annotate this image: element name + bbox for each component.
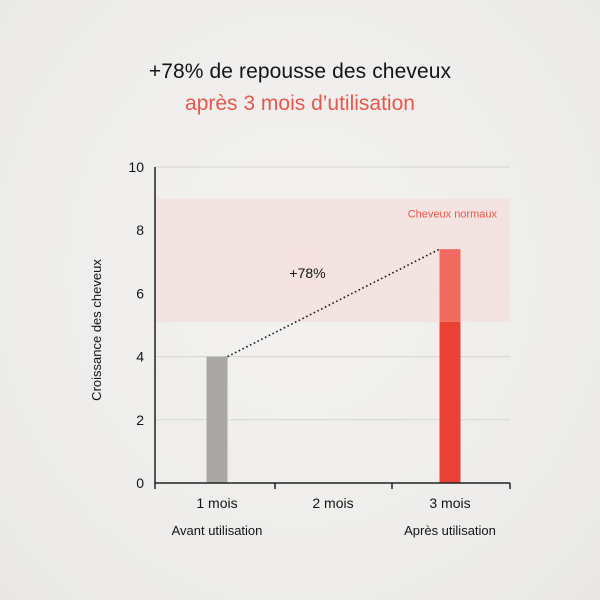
bar-3-mois-upper — [439, 249, 461, 322]
x-sublabel-3-mois: Après utilisation — [404, 523, 496, 538]
x-sublabel-1-mois: Avant utilisation — [172, 523, 263, 538]
growth-dotted-line — [227, 248, 440, 358]
y-tick-0: 0 — [136, 475, 144, 491]
chart-title: +78% de repousse des cheveux — [148, 60, 452, 83]
normal-range-label: Cheveux normaux — [408, 209, 498, 221]
y-tick-4: 4 — [136, 349, 144, 365]
y-tick-6: 6 — [136, 285, 144, 301]
x-tick-1-mois: 1 mois — [196, 495, 237, 511]
y-tick-2: 2 — [136, 412, 144, 428]
chart-subtitle: après 3 mois d’utilisation — [185, 92, 415, 115]
x-tick-2-mois: 2 mois — [312, 495, 353, 511]
x-tick-3-mois: 3 mois — [429, 495, 470, 511]
x-tick-labels: 1 mois Avant utilisation 2 mois 3 mois Après… — [154, 483, 511, 538]
y-tick-10: 10 — [128, 159, 144, 175]
y-tick-8: 8 — [136, 222, 144, 238]
bar-1-mois — [206, 356, 228, 483]
y-tick-labels: 0 2 4 6 8 10 — [128, 159, 144, 491]
growth-annotation: +78% — [289, 265, 325, 281]
bar-3-mois-lower — [439, 321, 461, 483]
y-axis-label: Croissance des cheveux — [89, 259, 104, 401]
bars — [206, 249, 461, 483]
